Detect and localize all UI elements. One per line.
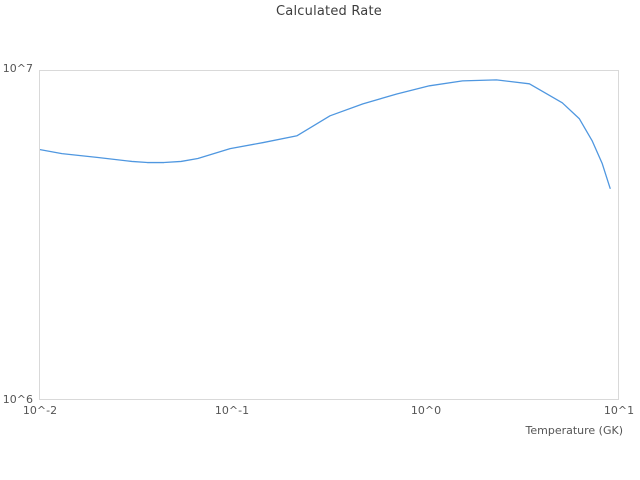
plot-area	[39, 70, 619, 400]
x-tick-label-1e-1: 10^-1	[214, 404, 250, 417]
plot-svg	[40, 79, 611, 189]
x-axis-title: Temperature (GK)	[525, 424, 624, 437]
x-tick-label-1e0: 10^0	[410, 404, 442, 417]
chart-title: Calculated Rate	[276, 4, 382, 19]
rate-curve	[40, 79, 611, 189]
y-tick-label-1e7: 10^7	[2, 62, 33, 75]
x-tick-label-1e1: 10^1	[603, 404, 635, 417]
x-tick-label-1e-2: 10^-2	[22, 404, 58, 417]
y-tick-label-1e6: 10^6	[2, 393, 33, 406]
